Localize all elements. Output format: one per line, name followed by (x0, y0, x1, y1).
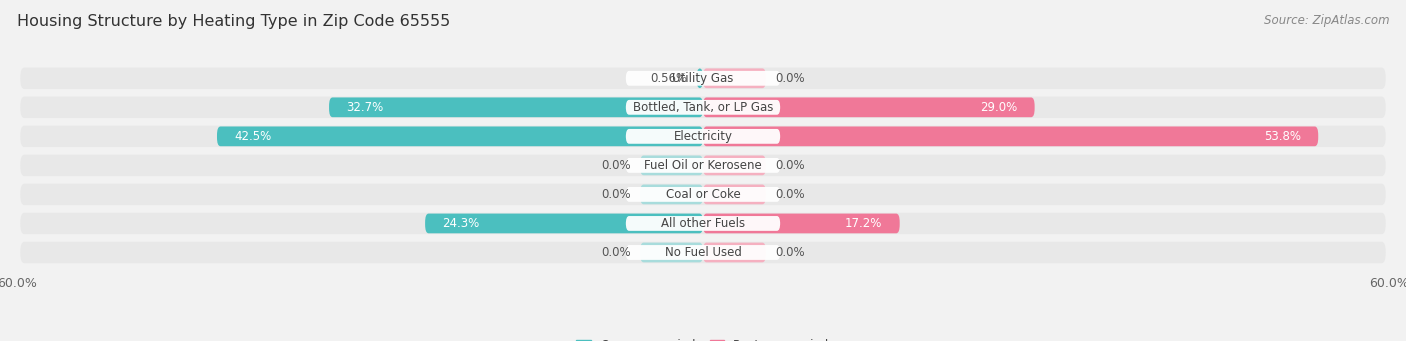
FancyBboxPatch shape (703, 155, 766, 175)
Text: 24.3%: 24.3% (443, 217, 479, 230)
Text: 0.0%: 0.0% (775, 159, 804, 172)
Text: 0.0%: 0.0% (775, 188, 804, 201)
Text: Bottled, Tank, or LP Gas: Bottled, Tank, or LP Gas (633, 101, 773, 114)
Text: Coal or Coke: Coal or Coke (665, 188, 741, 201)
Text: No Fuel Used: No Fuel Used (665, 246, 741, 259)
Text: 0.0%: 0.0% (602, 246, 631, 259)
FancyBboxPatch shape (626, 245, 780, 260)
Text: 42.5%: 42.5% (235, 130, 271, 143)
Text: 29.0%: 29.0% (980, 101, 1018, 114)
Text: 32.7%: 32.7% (346, 101, 384, 114)
FancyBboxPatch shape (329, 98, 703, 117)
FancyBboxPatch shape (20, 155, 1386, 176)
FancyBboxPatch shape (640, 184, 703, 204)
FancyBboxPatch shape (626, 129, 780, 144)
FancyBboxPatch shape (20, 242, 1386, 263)
FancyBboxPatch shape (20, 97, 1386, 118)
FancyBboxPatch shape (626, 71, 780, 86)
FancyBboxPatch shape (703, 242, 766, 262)
Text: 17.2%: 17.2% (845, 217, 883, 230)
Text: 53.8%: 53.8% (1264, 130, 1301, 143)
Text: 0.0%: 0.0% (602, 159, 631, 172)
FancyBboxPatch shape (703, 184, 766, 204)
FancyBboxPatch shape (696, 69, 703, 88)
Text: 0.0%: 0.0% (775, 72, 804, 85)
FancyBboxPatch shape (20, 125, 1386, 147)
FancyBboxPatch shape (703, 98, 1035, 117)
FancyBboxPatch shape (217, 127, 703, 146)
Text: Fuel Oil or Kerosene: Fuel Oil or Kerosene (644, 159, 762, 172)
FancyBboxPatch shape (703, 213, 900, 233)
Text: Utility Gas: Utility Gas (672, 72, 734, 85)
FancyBboxPatch shape (640, 155, 703, 175)
Text: 0.56%: 0.56% (651, 72, 688, 85)
FancyBboxPatch shape (20, 213, 1386, 234)
Text: Housing Structure by Heating Type in Zip Code 65555: Housing Structure by Heating Type in Zip… (17, 14, 450, 29)
FancyBboxPatch shape (703, 127, 1319, 146)
FancyBboxPatch shape (20, 184, 1386, 205)
Text: Electricity: Electricity (673, 130, 733, 143)
FancyBboxPatch shape (425, 213, 703, 233)
FancyBboxPatch shape (20, 68, 1386, 89)
FancyBboxPatch shape (703, 69, 766, 88)
FancyBboxPatch shape (626, 158, 780, 173)
Legend: Owner-occupied, Renter-occupied: Owner-occupied, Renter-occupied (572, 335, 834, 341)
Text: Source: ZipAtlas.com: Source: ZipAtlas.com (1264, 14, 1389, 27)
FancyBboxPatch shape (640, 242, 703, 262)
FancyBboxPatch shape (626, 187, 780, 202)
Text: 0.0%: 0.0% (602, 188, 631, 201)
FancyBboxPatch shape (626, 100, 780, 115)
Text: All other Fuels: All other Fuels (661, 217, 745, 230)
FancyBboxPatch shape (626, 216, 780, 231)
Text: 0.0%: 0.0% (775, 246, 804, 259)
